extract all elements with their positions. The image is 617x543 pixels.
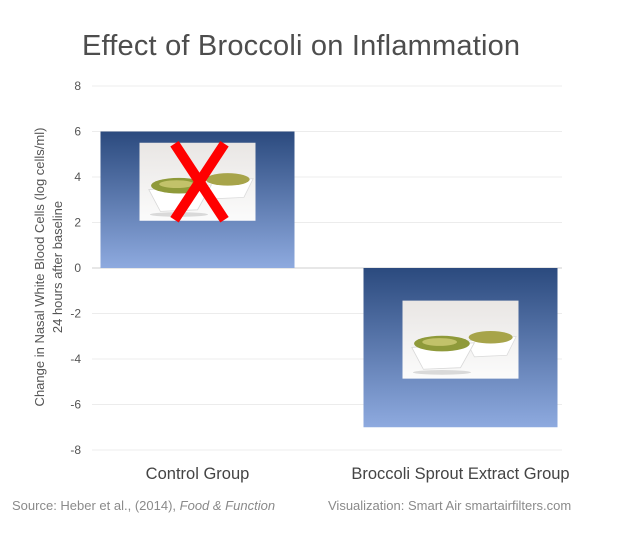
y-axis-label-line2: 24 hours after baseline — [50, 201, 65, 333]
y-axis-label-line1: Change in Nasal White Blood Cells (log c… — [32, 128, 47, 407]
y-tick-label: 4 — [74, 170, 81, 184]
y-tick-label: 0 — [74, 261, 81, 275]
y-tick-label: 8 — [74, 79, 81, 93]
bar-1 — [363, 268, 558, 428]
x-category-label: Control Group — [146, 465, 250, 483]
source-credit: Source: Heber et al., (2014), Food & Fun… — [12, 498, 275, 513]
x-category-labels: Control Group Broccoli Sprout Extract Gro… — [146, 465, 570, 483]
x-category-label: Broccoli Sprout Extract Group — [351, 465, 569, 483]
visualization-credit: Visualization: Smart Air smartairfilters… — [328, 498, 572, 513]
y-tick-label: -6 — [70, 398, 81, 412]
bars — [100, 131, 558, 428]
y-tick-label: -8 — [70, 443, 81, 457]
broccoli-sprout-photo — [402, 300, 519, 379]
source-journal: Food & Function — [179, 498, 276, 513]
red-x-cross-icon — [170, 141, 229, 223]
y-tick-label: -4 — [70, 352, 81, 366]
y-tick-label: 2 — [74, 216, 81, 230]
y-tick-label: -2 — [70, 307, 81, 321]
y-tick-labels: 8 6 4 2 0 -2 -4 -6 -8 — [70, 79, 81, 457]
y-tick-label: 6 — [74, 125, 81, 139]
source-prefix: Source: Heber et al., (2014), — [12, 498, 180, 513]
chart-title: Effect of Broccoli on Inflammation — [82, 30, 521, 62]
bar-0 — [100, 131, 295, 268]
